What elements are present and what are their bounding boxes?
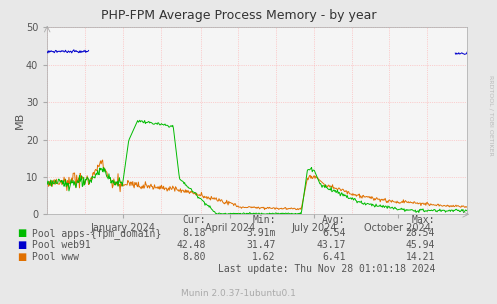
- Text: ■: ■: [17, 240, 27, 250]
- Text: 6.54: 6.54: [322, 228, 345, 238]
- Text: 43.17: 43.17: [316, 240, 345, 250]
- Text: Pool apps-{fpm_domain}: Pool apps-{fpm_domain}: [32, 228, 162, 239]
- Text: Pool web91: Pool web91: [32, 240, 91, 250]
- Text: ■: ■: [17, 228, 27, 238]
- Text: Pool www: Pool www: [32, 252, 80, 262]
- Text: 42.48: 42.48: [177, 240, 206, 250]
- Text: RRDTOOL / TOBI OETIKER: RRDTOOL / TOBI OETIKER: [489, 75, 494, 156]
- Text: 14.21: 14.21: [406, 252, 435, 262]
- Text: Min:: Min:: [252, 216, 276, 226]
- Text: Last update: Thu Nov 28 01:01:18 2024: Last update: Thu Nov 28 01:01:18 2024: [218, 264, 435, 274]
- Text: 28.54: 28.54: [406, 228, 435, 238]
- Text: 3.91m: 3.91m: [247, 228, 276, 238]
- Text: 31.47: 31.47: [247, 240, 276, 250]
- Text: Max:: Max:: [412, 216, 435, 226]
- Text: ■: ■: [17, 252, 27, 262]
- Text: 8.18: 8.18: [183, 228, 206, 238]
- Y-axis label: MB: MB: [14, 112, 24, 130]
- Text: 8.80: 8.80: [183, 252, 206, 262]
- Text: 1.62: 1.62: [252, 252, 276, 262]
- Text: 6.41: 6.41: [322, 252, 345, 262]
- Text: PHP-FPM Average Process Memory - by year: PHP-FPM Average Process Memory - by year: [101, 9, 376, 22]
- Text: Munin 2.0.37-1ubuntu0.1: Munin 2.0.37-1ubuntu0.1: [181, 289, 296, 299]
- Text: Avg:: Avg:: [322, 216, 345, 226]
- Text: 45.94: 45.94: [406, 240, 435, 250]
- Text: Cur:: Cur:: [183, 216, 206, 226]
